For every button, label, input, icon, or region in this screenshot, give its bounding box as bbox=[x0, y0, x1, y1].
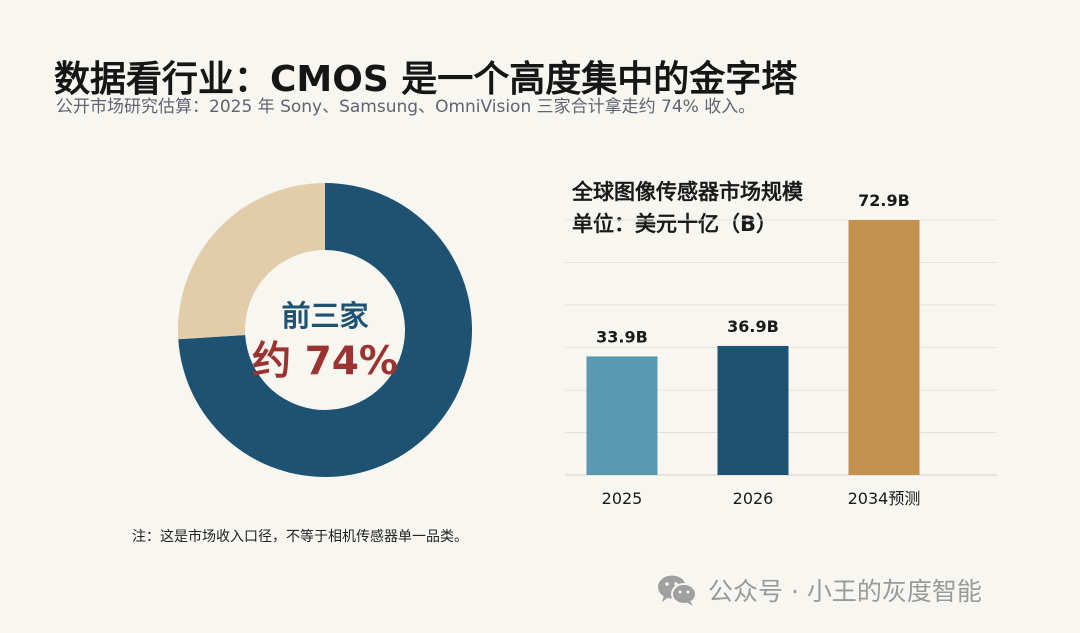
donut-slice-1 bbox=[178, 183, 473, 477]
bar-2025 bbox=[586, 356, 658, 475]
donut-slice-2 bbox=[178, 183, 325, 340]
donut-chart bbox=[178, 183, 473, 477]
bar-2026 bbox=[717, 345, 789, 475]
watermark-text: 公众号 · 小王的灰度智能 bbox=[708, 577, 982, 606]
donut-center-label: 前三家 bbox=[281, 299, 369, 333]
bar-chart: 33.9B 2025 36.9B 2026 72.9B 2034预测 bbox=[565, 191, 997, 508]
donut-center-value: 约 74% bbox=[252, 339, 398, 384]
x-tick-label: 2026 bbox=[733, 489, 774, 508]
bar-data-label: 72.9B bbox=[858, 191, 910, 210]
bar-data-label: 33.9B bbox=[596, 327, 648, 346]
wechat-icon bbox=[658, 575, 697, 606]
watermark: 公众号 · 小王的灰度智能 bbox=[656, 572, 982, 608]
page-title: 数据看行业：CMOS 是一个高度集中的金字塔 bbox=[54, 59, 798, 100]
x-tick-label: 2025 bbox=[602, 489, 643, 508]
footnote: 注：这是市场收入口径，不等于相机传感器单一品类。 bbox=[132, 529, 468, 545]
bar-chart-title-line1: 全球图像传感器市场规模 bbox=[572, 180, 803, 204]
x-tick-label: 2034预测 bbox=[848, 489, 921, 508]
page-subtitle: 公开市场研究估算：2025 年 Sony、Samsung、OmniVision … bbox=[56, 97, 756, 117]
bar-chart-title: 全球图像传感器市场规模 单位：美元十亿（B） bbox=[572, 176, 803, 240]
bar-chart-unit-label: 单位：美元十亿（B） bbox=[572, 212, 778, 236]
bar-2034预测 bbox=[848, 220, 920, 475]
bar-data-label: 36.9B bbox=[727, 317, 779, 336]
